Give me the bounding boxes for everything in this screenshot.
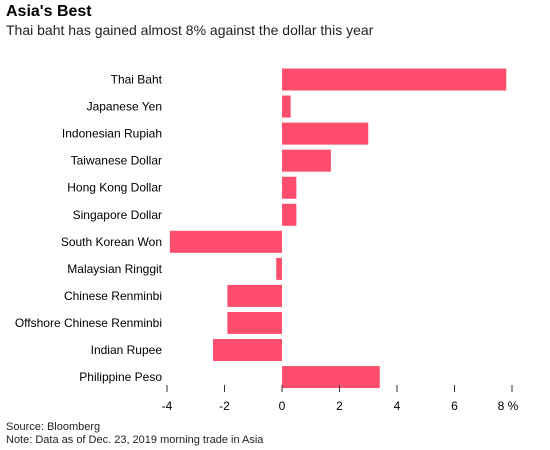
x-tick-label: 8 % (498, 399, 519, 413)
x-tick-label: -4 (162, 399, 173, 413)
bar-offshore-chinese-renminbi (227, 311, 282, 334)
category-label: Philippine Peso (79, 370, 162, 384)
category-label: Hong Kong Dollar (67, 181, 162, 195)
category-label: Taiwanese Dollar (71, 154, 162, 168)
bar-japanese-yen (282, 95, 291, 118)
category-label: Thai Baht (111, 73, 163, 87)
category-label: Japanese Yen (87, 100, 162, 114)
bar-indian-rupee (213, 339, 282, 362)
bar-malaysian-ringgit (276, 257, 282, 280)
x-tick-label: 0 (279, 399, 286, 413)
category-label: Indian Rupee (91, 343, 163, 357)
category-label: Chinese Renminbi (64, 289, 162, 303)
bar-taiwanese-dollar (282, 149, 331, 172)
source-note: Source: Bloomberg (6, 421, 101, 433)
x-tick-label: 4 (394, 399, 401, 413)
bar-thai-baht (282, 68, 507, 91)
bar-singapore-dollar (282, 203, 297, 226)
category-label: South Korean Won (61, 235, 162, 249)
x-tick-label: -2 (219, 399, 230, 413)
bar-indonesian-rupiah (282, 122, 369, 145)
bar-chinese-renminbi (227, 284, 282, 307)
bar-philippine-peso (282, 366, 380, 389)
data-note: Note: Data as of Dec. 23, 2019 morning t… (6, 434, 264, 446)
chart-title: Asia's Best (6, 3, 92, 20)
chart-subtitle: Thai baht has gained almost 8% against t… (6, 22, 374, 38)
category-label: Singapore Dollar (73, 208, 162, 222)
category-label: Indonesian Rupiah (62, 127, 162, 141)
bar-hong-kong-dollar (282, 176, 297, 199)
x-tick-label: 6 (451, 399, 458, 413)
bar-south-korean-won (169, 230, 282, 253)
category-label: Offshore Chinese Renminbi (15, 316, 162, 330)
x-tick-label: 2 (336, 399, 343, 413)
category-label: Malaysian Ringgit (67, 262, 162, 276)
